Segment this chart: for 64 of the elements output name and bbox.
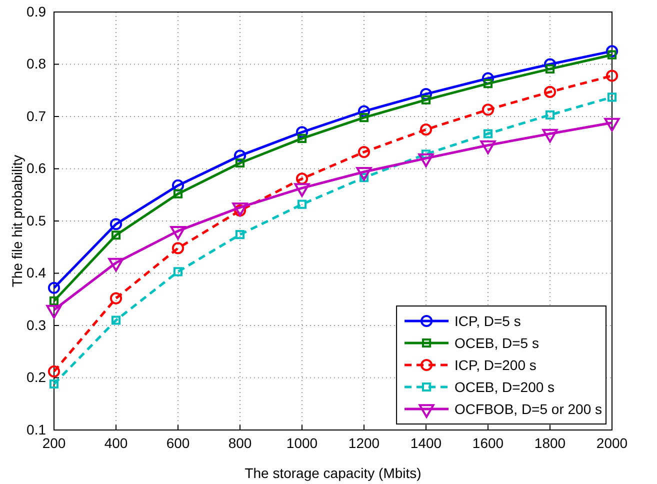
y-axis-title: The file hit probability xyxy=(9,154,25,288)
point xyxy=(110,292,122,304)
point xyxy=(172,179,184,192)
y-tick-label: 0.6 xyxy=(26,160,46,176)
legend-label: OCEB, D=5 s xyxy=(454,335,539,351)
point xyxy=(358,146,370,158)
point xyxy=(297,134,307,143)
x-tick-label: 600 xyxy=(166,434,190,451)
legend-label: ICP, D=5 s xyxy=(454,313,521,329)
point xyxy=(607,50,617,60)
point xyxy=(297,200,307,209)
point xyxy=(359,113,369,122)
x-tick-label: 1800 xyxy=(534,434,566,451)
x-tick-label: 2000 xyxy=(596,434,628,451)
x-tick-label: 1400 xyxy=(410,434,442,451)
point xyxy=(172,242,184,254)
point xyxy=(235,230,245,240)
point xyxy=(483,129,493,138)
point xyxy=(173,267,183,276)
point xyxy=(606,70,618,82)
x-tick-label: 1000 xyxy=(286,434,318,451)
y-tick-label: 0.5 xyxy=(26,212,46,228)
point xyxy=(545,110,555,120)
point xyxy=(173,189,183,198)
point xyxy=(482,72,494,84)
x-axis-title: The storage capacity (Mbits) xyxy=(244,465,422,481)
y-tick-label: 0.1 xyxy=(26,421,46,438)
x-tick-label: 800 xyxy=(228,434,252,451)
x-tick-label: 1600 xyxy=(472,434,504,451)
point xyxy=(483,79,493,88)
y-tick-label: 0.2 xyxy=(26,369,46,386)
point xyxy=(48,282,60,294)
point xyxy=(49,379,59,389)
point xyxy=(234,150,246,162)
point xyxy=(607,92,617,102)
y-tick-label: 0.7 xyxy=(26,108,46,124)
point xyxy=(421,150,431,159)
point xyxy=(49,296,59,306)
point xyxy=(358,105,370,118)
point xyxy=(482,104,494,116)
y-tick-label: 0.9 xyxy=(26,3,46,20)
point xyxy=(48,365,60,378)
point xyxy=(111,316,121,325)
point xyxy=(420,124,432,136)
y-tick-label: 0.3 xyxy=(26,316,46,333)
x-tick-label: 200 xyxy=(42,434,66,451)
legend-label: ICP, D=200 s xyxy=(454,357,536,373)
point xyxy=(110,218,122,230)
point xyxy=(296,172,308,185)
point xyxy=(544,86,556,98)
point xyxy=(420,88,432,100)
y-tick-label: 0.8 xyxy=(26,56,46,72)
point xyxy=(545,64,555,74)
point xyxy=(421,95,431,104)
point xyxy=(544,58,556,70)
x-tick-label: 400 xyxy=(104,434,128,451)
y-tick-label: 0.4 xyxy=(26,264,46,281)
legend-label: OCEB, D=200 s xyxy=(454,379,555,395)
x-tick-label: 1200 xyxy=(348,434,380,451)
point xyxy=(606,45,618,58)
point xyxy=(235,158,245,168)
point xyxy=(296,126,308,138)
point xyxy=(111,230,121,240)
legend-label: OCFBOB, D=5 or 200 s xyxy=(454,401,602,417)
